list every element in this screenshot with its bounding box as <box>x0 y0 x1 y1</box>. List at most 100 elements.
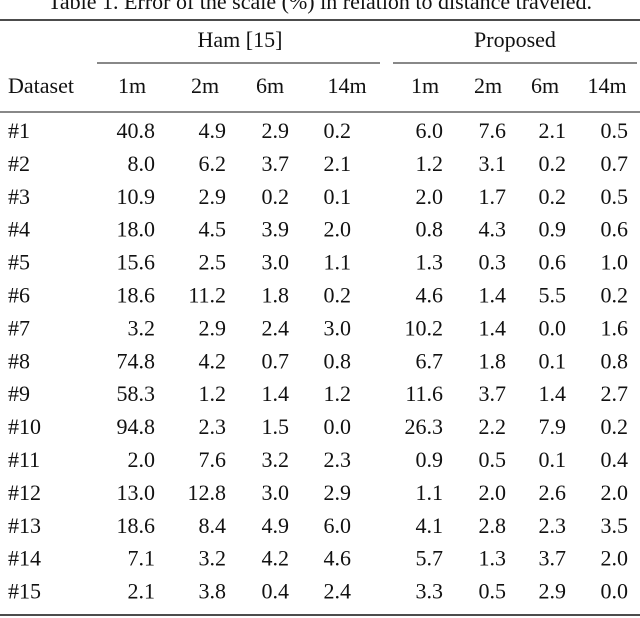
cell: 2.8 <box>479 513 507 538</box>
cell: 1.3 <box>479 546 507 571</box>
cell: 1.4 <box>262 381 290 406</box>
cell: 8.4 <box>199 513 227 538</box>
cell: 1.7 <box>479 184 507 209</box>
cell: 0.7 <box>262 348 290 373</box>
cell: 7.6 <box>199 447 227 472</box>
cell: 0.2 <box>601 283 629 308</box>
cell: 2.3 <box>539 513 567 538</box>
cell: 6.0 <box>324 513 352 538</box>
row-label: #6 <box>8 283 30 308</box>
cell: 26.3 <box>405 414 444 439</box>
cell: 2.9 <box>324 480 352 505</box>
cell: 0.8 <box>601 348 629 373</box>
cell: 2.0 <box>128 447 156 472</box>
cell: 1.4 <box>479 315 507 340</box>
cell: 0.4 <box>601 447 629 472</box>
cell: 3.0 <box>262 480 290 505</box>
row-label: #5 <box>8 250 30 275</box>
cell: 2.1 <box>324 151 352 176</box>
cell: 4.5 <box>199 217 227 242</box>
row-label: #3 <box>8 184 30 209</box>
cell: 2.9 <box>199 315 227 340</box>
cell: 2.3 <box>199 414 227 439</box>
column-header: 2m <box>191 73 219 98</box>
cell: 3.0 <box>324 315 352 340</box>
cell: 2.9 <box>539 579 567 604</box>
cell: 0.1 <box>539 447 567 472</box>
cell: 2.0 <box>601 546 629 571</box>
cell: 1.8 <box>262 283 290 308</box>
cell: 3.2 <box>128 315 156 340</box>
cell: 0.6 <box>601 217 629 242</box>
cell: 10.9 <box>117 184 156 209</box>
cell: 0.2 <box>601 414 629 439</box>
cell: 18.6 <box>117 513 156 538</box>
cell: 18.6 <box>117 283 156 308</box>
cell: 1.2 <box>416 151 444 176</box>
cell: 3.7 <box>479 381 507 406</box>
row-label: #9 <box>8 381 30 406</box>
cell: 7.9 <box>539 414 567 439</box>
cell: 4.6 <box>324 546 352 571</box>
cell: 5.5 <box>539 283 567 308</box>
cell: 0.2 <box>324 118 352 143</box>
cell: 4.1 <box>416 513 444 538</box>
cell: 0.2 <box>262 184 290 209</box>
cell: 0.0 <box>324 414 352 439</box>
row-label: #12 <box>8 480 41 505</box>
cell: 3.5 <box>601 513 629 538</box>
cell: 40.8 <box>117 118 156 143</box>
cell: 13.0 <box>117 480 156 505</box>
column-header: 2m <box>474 73 502 98</box>
row-label: #8 <box>8 348 30 373</box>
cell: 3.9 <box>262 217 290 242</box>
cell: 0.9 <box>539 217 567 242</box>
cell: 2.9 <box>199 184 227 209</box>
cell: 12.8 <box>188 480 227 505</box>
cell: 0.8 <box>324 348 352 373</box>
cell: 1.6 <box>601 315 629 340</box>
cell: 0.0 <box>601 579 629 604</box>
cell: 0.6 <box>539 250 567 275</box>
cell: 4.9 <box>262 513 290 538</box>
cell: 11.6 <box>405 381 443 406</box>
cell: 15.6 <box>117 250 156 275</box>
cell: 2.0 <box>324 217 352 242</box>
cell: 6.2 <box>199 151 227 176</box>
cell: 1.0 <box>601 250 629 275</box>
cell: 3.7 <box>262 151 290 176</box>
cell: 94.8 <box>117 414 156 439</box>
cell: 2.0 <box>479 480 507 505</box>
cell: 0.4 <box>262 579 290 604</box>
cell: 0.5 <box>479 447 507 472</box>
cell: 7.1 <box>128 546 156 571</box>
row-label: #11 <box>8 447 40 472</box>
row-label: #7 <box>8 315 30 340</box>
row-label: #2 <box>8 151 30 176</box>
cell: 0.1 <box>324 184 352 209</box>
cell: 2.1 <box>128 579 156 604</box>
cell: 0.1 <box>539 348 567 373</box>
cell: 1.2 <box>199 381 227 406</box>
caption: Table 1. Error of the scale (%) in relat… <box>48 0 592 14</box>
cell: 3.7 <box>539 546 567 571</box>
row-label: #13 <box>8 513 41 538</box>
cell: 1.1 <box>324 250 352 275</box>
group-header: Proposed <box>474 27 556 52</box>
cell: 1.4 <box>479 283 507 308</box>
row-label: #1 <box>8 118 30 143</box>
cell: 3.2 <box>199 546 227 571</box>
cell: 2.0 <box>601 480 629 505</box>
cell: 3.2 <box>262 447 290 472</box>
cell: 1.2 <box>324 381 352 406</box>
cell: 2.4 <box>262 315 290 340</box>
column-header: 6m <box>256 73 284 98</box>
cell: 74.8 <box>117 348 156 373</box>
cell: 4.9 <box>199 118 227 143</box>
cell: 2.2 <box>479 414 507 439</box>
cell: 0.3 <box>479 250 507 275</box>
column-header: 14m <box>587 73 626 98</box>
cell: 1.5 <box>262 414 290 439</box>
cell: 2.5 <box>199 250 227 275</box>
